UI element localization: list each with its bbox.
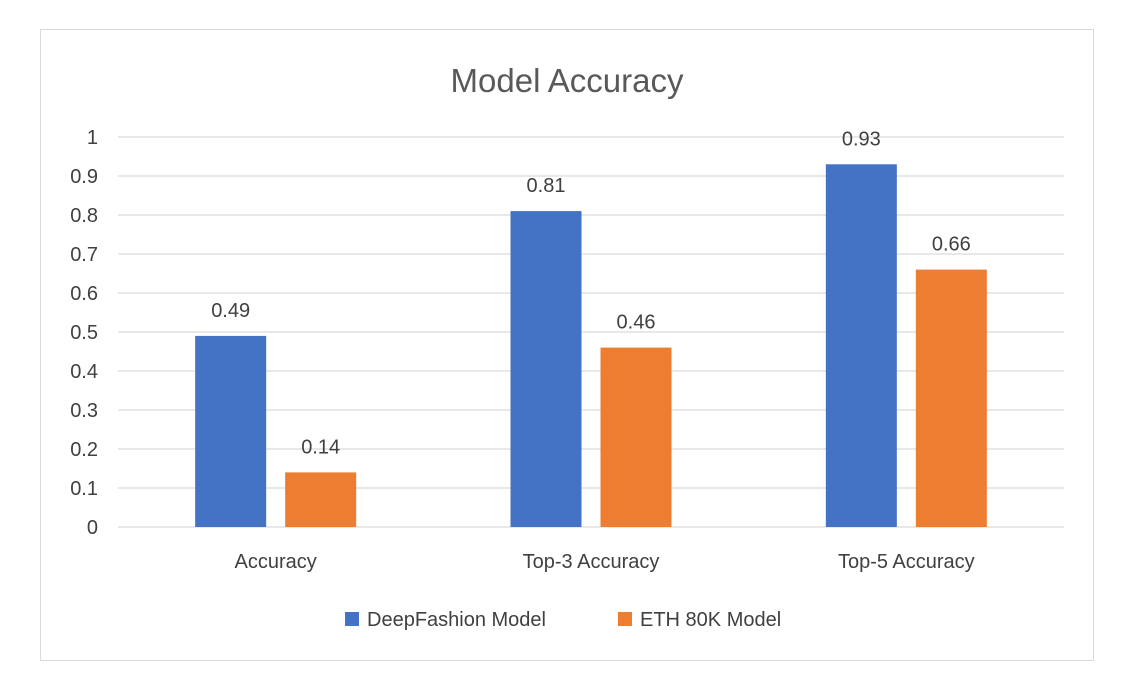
- bar: [915, 269, 987, 527]
- data-label: 0.66: [932, 234, 971, 256]
- x-axis-category-labels: Accuracy Top-3 Accuracy Top-5 Accuracy: [235, 551, 975, 573]
- bar: [825, 164, 897, 528]
- data-labels: 0.49 0.14 0.81 0.46 0.93 0.66: [211, 128, 971, 458]
- legend-label: ETH 80K Model: [640, 609, 781, 631]
- x-category-label: Top-5 Accuracy: [838, 551, 975, 573]
- x-category-label: Top-3 Accuracy: [523, 551, 660, 573]
- y-tick-label: 0.7: [70, 244, 98, 266]
- y-axis-tick-labels: 0 0.1 0.2 0.3 0.4 0.5 0.6 0.7 0.8 0.9 1: [70, 127, 98, 539]
- legend-swatch: [618, 612, 632, 626]
- bars: [195, 164, 987, 528]
- y-tick-label: 0.5: [70, 322, 98, 344]
- legend-label: DeepFashion Model: [367, 609, 546, 631]
- data-label: 0.14: [301, 436, 340, 458]
- gridlines: [118, 136, 1064, 528]
- legend: DeepFashion Model ETH 80K Model: [345, 609, 781, 631]
- y-tick-label: 0.1: [70, 478, 98, 500]
- y-tick-label: 0.6: [70, 283, 98, 305]
- y-tick-label: 1: [87, 127, 98, 149]
- x-category-label: Accuracy: [235, 551, 317, 573]
- y-tick-label: 0: [87, 517, 98, 539]
- chart-title: Model Accuracy: [451, 62, 684, 99]
- data-label: 0.46: [617, 312, 656, 334]
- bar: [600, 347, 672, 527]
- data-label: 0.81: [527, 175, 566, 197]
- data-label: 0.93: [842, 128, 881, 150]
- y-tick-label: 0.8: [70, 205, 98, 227]
- data-label: 0.49: [211, 300, 250, 322]
- bar: [510, 211, 582, 527]
- y-tick-label: 0.3: [70, 400, 98, 422]
- y-tick-label: 0.2: [70, 439, 98, 461]
- y-tick-label: 0.4: [70, 361, 98, 383]
- bar: [285, 472, 357, 527]
- bar: [195, 335, 267, 527]
- legend-swatch: [345, 612, 359, 626]
- y-tick-label: 0.9: [70, 166, 98, 188]
